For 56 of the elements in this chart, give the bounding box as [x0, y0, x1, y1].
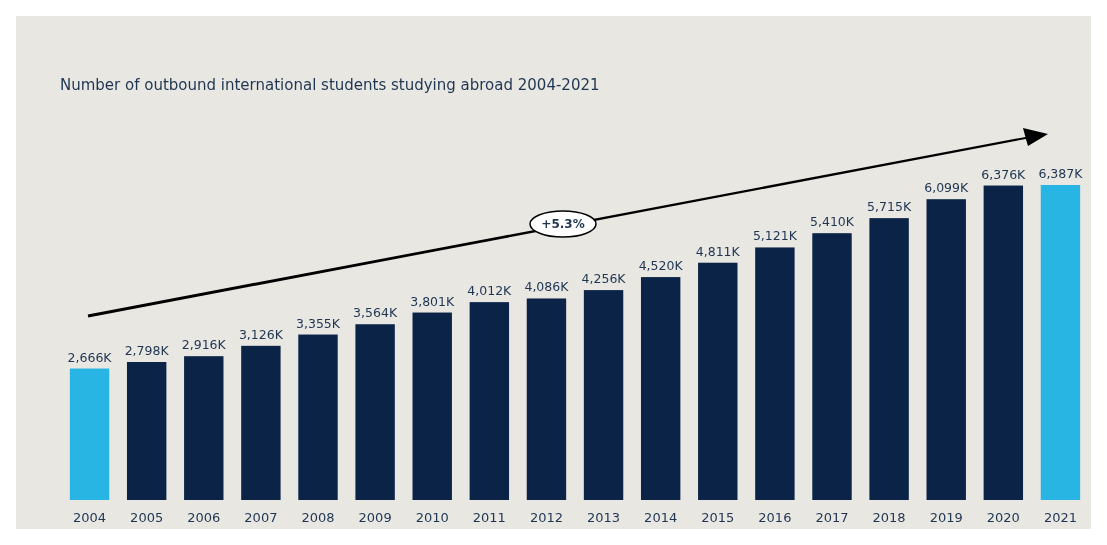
x-tick-label: 2005: [130, 510, 164, 525]
bar: [298, 334, 338, 500]
x-tick-label: 2007: [244, 510, 278, 525]
x-tick-label: 2009: [358, 510, 392, 525]
bar: [640, 277, 681, 500]
data-label: 3,126K: [238, 326, 284, 342]
x-tick-label: 2020: [986, 510, 1020, 525]
x-tick-label: 2017: [815, 510, 849, 525]
x-tick-label: 2018: [872, 510, 906, 525]
x-tick-label: 2008: [301, 510, 335, 525]
data-label: 4,811K: [695, 243, 741, 259]
bar: [412, 312, 452, 500]
bar: [355, 324, 395, 500]
x-tick-label: 2015: [701, 510, 735, 525]
bar: [526, 298, 567, 500]
x-tick-label: 2004: [73, 510, 107, 525]
data-label: 6,099K: [924, 180, 970, 196]
bar: [869, 218, 909, 500]
bar: [583, 290, 624, 500]
bar: [698, 262, 738, 500]
data-label: 6,387K: [1038, 166, 1084, 181]
annotation: +5.3%: [541, 217, 585, 231]
data-label: 3,564K: [353, 305, 398, 321]
x-tick-label: 2013: [587, 510, 621, 525]
x-tick-label: 2011: [472, 510, 506, 525]
bar: [126, 362, 167, 500]
bar: [755, 247, 795, 500]
data-label: 3,801K: [410, 293, 456, 309]
x-tick-label: 2021: [1043, 510, 1077, 525]
bar: [1040, 185, 1081, 500]
data-label: 2,798K: [124, 343, 170, 359]
data-label: 4,256K: [581, 271, 627, 287]
x-tick-label: 2012: [529, 510, 563, 525]
data-label: 5,410K: [810, 214, 855, 230]
data-label: 4,520K: [638, 258, 684, 274]
bar: [812, 233, 852, 500]
data-label: 4,012K: [467, 283, 513, 299]
bar: [926, 199, 966, 500]
bar: [983, 185, 1024, 500]
x-tick-label: 2019: [929, 510, 963, 525]
bar: [184, 356, 224, 500]
x-tick-label: 2016: [758, 510, 792, 525]
bar: [69, 368, 110, 500]
data-label: 4,086K: [524, 279, 570, 295]
data-label: 6,376K: [981, 166, 1027, 182]
data-label: 2,916K: [181, 337, 227, 353]
x-tick-label: 2010: [415, 510, 449, 525]
x-tick-label: 2006: [187, 510, 221, 525]
data-label: 5,121K: [752, 228, 798, 244]
chart-title: Number of outbound international students studying abroad 2004-2021: [60, 76, 600, 94]
bar: [469, 302, 510, 500]
data-label: 5,715K: [867, 199, 912, 215]
bar: [241, 345, 281, 500]
x-tick-label: 2014: [644, 510, 678, 525]
data-label: 3,355K: [296, 315, 341, 331]
data-label: 2,666K: [67, 349, 113, 365]
